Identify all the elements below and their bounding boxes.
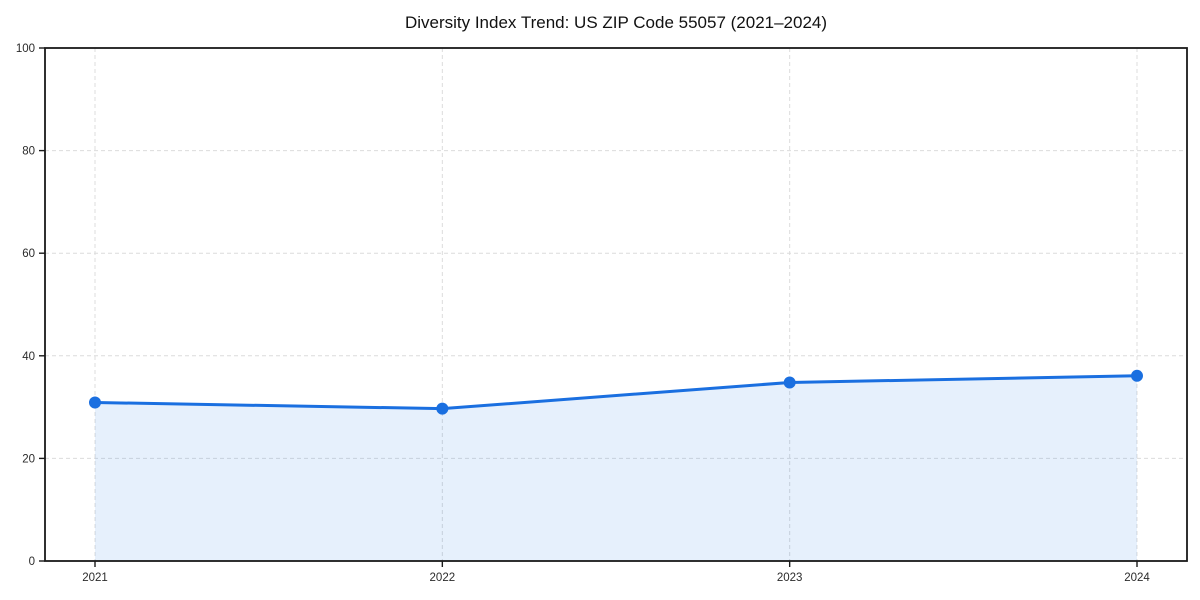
area-fill (95, 375, 1137, 561)
y-tick-label: 0 (29, 556, 35, 568)
tick-marks (39, 47, 1138, 567)
x-axis-tick-labels: 2021 2022 2023 2024 (82, 572, 1150, 584)
data-point (436, 402, 449, 415)
x-tick-label: 2024 (1124, 572, 1150, 584)
y-tick-label: 40 (22, 351, 35, 363)
y-tick-label: 100 (16, 43, 35, 55)
x-tick-label: 2023 (777, 572, 803, 584)
gridlines (45, 47, 1187, 562)
y-axis-tick-labels: 0 20 40 60 80 100 (16, 43, 35, 568)
plot-border (44, 47, 1188, 562)
y-tick-label: 60 (22, 248, 35, 260)
x-tick-label: 2021 (82, 572, 108, 584)
y-tick-label: 80 (22, 146, 35, 158)
data-point (1131, 369, 1143, 382)
chart-title: Diversity Index Trend: US ZIP Code 55057… (405, 13, 827, 32)
data-point (783, 376, 796, 389)
x-tick-label: 2022 (430, 572, 456, 584)
data-point (89, 396, 101, 409)
trend-line (93, 374, 1139, 411)
data-points (89, 369, 1143, 415)
y-tick-label: 20 (22, 453, 35, 465)
